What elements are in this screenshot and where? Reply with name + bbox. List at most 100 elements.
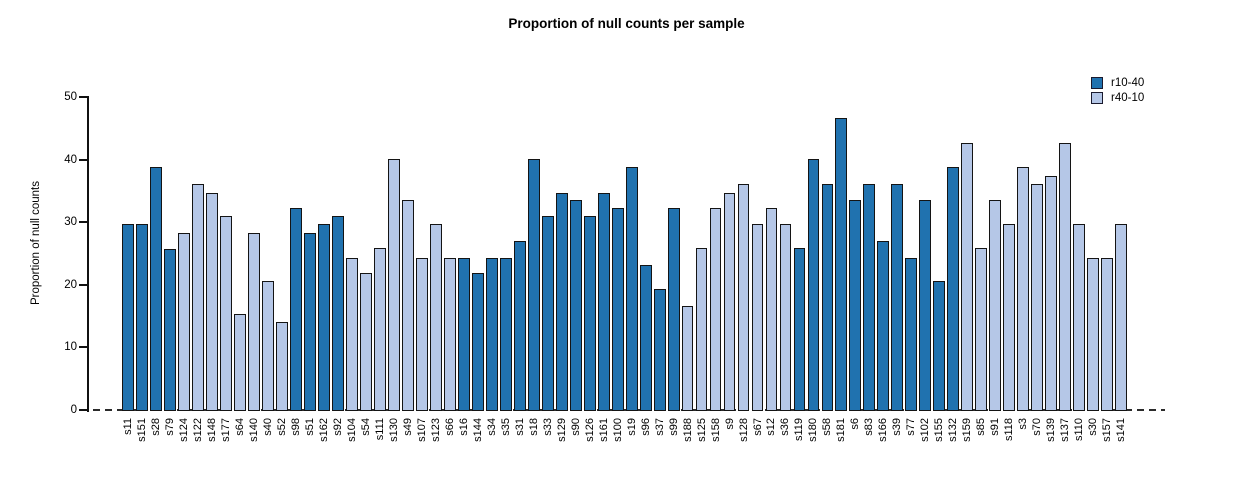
x-tick-label-s144: s144 [471,418,484,442]
bar-s128 [737,183,750,411]
x-tick-label-s77: s77 [905,418,918,436]
y-tick-mark [79,409,87,411]
bar-s139 [1045,175,1058,411]
y-axis-title: Proportion of null counts [30,180,42,306]
x-tick-label-s83: s83 [863,418,876,436]
x-tick-label-s141: s141 [1115,418,1128,442]
bar-s166 [877,240,890,411]
x-tick-label-s85: s85 [975,418,988,436]
x-tick-label-s104: s104 [345,418,358,442]
x-tick-label-s180: s180 [807,418,820,442]
bar-s137 [1059,143,1072,411]
bar-s66 [443,257,456,411]
bar-s180 [807,159,820,411]
y-tick-label: 0 [70,404,77,416]
x-tick-label-s148: s148 [205,418,218,442]
x-tick-label-s19: s19 [625,418,638,436]
x-tick-label-s107: s107 [415,418,428,442]
bar-s11 [122,224,134,411]
bar-s9 [723,192,736,411]
bar-s3 [1017,167,1030,411]
bar-s157 [1101,257,1114,411]
bar-s161 [597,192,610,411]
x-tick-label-s92: s92 [331,418,344,436]
x-tick-label-s91: s91 [989,418,1002,436]
bar-s35 [499,257,512,411]
bar-s126 [583,215,596,411]
x-tick-label-s140: s140 [247,418,260,442]
bar-s162 [317,224,330,411]
bar-s67 [751,224,764,411]
x-tick-label-s128: s128 [737,418,750,442]
bar-s177 [219,215,232,411]
x-tick-label-s35: s35 [499,418,512,436]
bar-s107 [415,257,428,411]
bar-s140 [247,232,260,411]
bar-s98 [289,208,302,411]
bar-s181 [835,118,848,411]
y-tick-label: 30 [64,216,77,229]
x-tick-label-s125: s125 [695,418,708,442]
x-tick-label-s12: s12 [765,418,778,436]
bar-s19 [625,167,638,411]
bar-s31 [513,240,526,411]
bar-s124 [177,232,190,411]
bar-s123 [429,224,442,411]
bar-s158 [709,208,722,411]
bar-s40 [261,280,274,411]
bar-s70 [1031,183,1044,411]
x-tick-label-s3: s3 [1017,418,1030,430]
x-tick-label-s96: s96 [639,418,652,436]
x-tick-label-s177: s177 [219,418,232,442]
x-tick-label-s132: s132 [947,418,960,442]
bar-s34 [485,257,498,411]
x-tick-label-s126: s126 [583,418,596,442]
y-tick-mark [79,346,87,349]
y-axis-line [87,96,89,412]
bar-s141 [1115,224,1128,411]
x-tick-label-s162: s162 [317,418,330,442]
bar-s33 [541,215,554,411]
x-tick-label-s34: s34 [485,418,498,436]
y-tick-mark [79,283,87,286]
x-tick-label-s100: s100 [611,418,624,442]
x-tick-label-s30: s30 [1087,418,1100,436]
x-tick-label-s79: s79 [163,418,176,436]
x-tick-label-s137: s137 [1059,418,1072,442]
x-tick-label-s130: s130 [387,418,400,442]
bar-s119 [793,248,806,411]
x-tick-label-s11: s11 [121,418,134,435]
bar-s83 [863,183,876,411]
y-tick-mark [79,96,87,98]
x-tick-label-s151: s151 [135,418,148,442]
x-tick-label-s118: s118 [1003,418,1016,442]
bar-s92 [331,215,344,411]
bar-s91 [989,200,1002,411]
bar-s151 [135,224,148,411]
bar-s90 [569,200,582,411]
x-tick-label-s124: s124 [177,418,190,442]
bar-s79 [163,248,176,411]
x-tick-label-s166: s166 [877,418,890,442]
x-tick-label-s58: s58 [821,418,834,436]
bar-s188 [681,305,694,411]
x-tick-label-s51: s51 [303,418,316,436]
legend-item-r10-40: r10-40 [1091,77,1144,89]
bar-s130 [387,159,400,411]
y-tick-mark [79,221,87,224]
bar-s18 [527,159,540,411]
y-tick-mark [79,158,87,161]
legend-item-r40-10: r40-10 [1091,92,1144,104]
bar-s16 [457,257,470,411]
bar-s6 [849,200,862,411]
x-tick-label-s39: s39 [891,418,904,436]
x-tick-label-s28: s28 [149,418,162,436]
x-tick-label-s139: s139 [1045,418,1058,442]
bar-s118 [1003,224,1016,411]
bar-s36 [779,224,792,411]
x-tick-label-s67: s67 [751,418,764,436]
x-tick-label-s31: s31 [513,418,526,436]
y-tick-label: 40 [64,153,77,166]
